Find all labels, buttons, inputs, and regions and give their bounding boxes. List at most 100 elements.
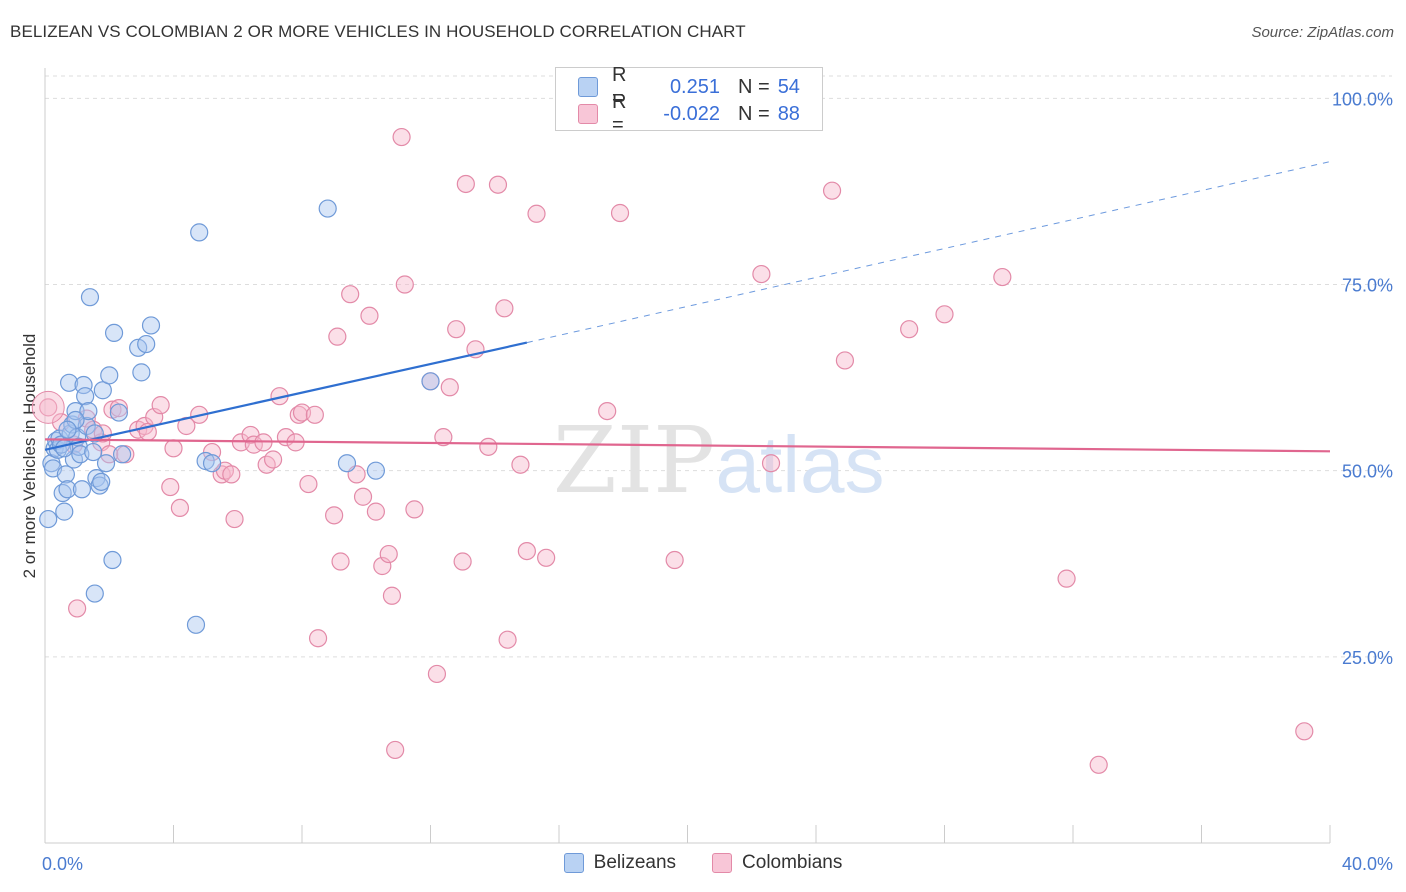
colombians-point-44: [341, 285, 360, 304]
colombians-point-65: [488, 175, 508, 194]
correlation-legend: R = 0.251 N = 54 R = -0.022 N = 88: [555, 64, 823, 136]
x-tick-label-max: 40.0%: [1342, 854, 1393, 874]
belizeans-point-36: [109, 403, 128, 422]
belizeans-point-53: [58, 420, 77, 439]
colombians-point-41: [325, 506, 344, 525]
y-tick-label-0: 25.0%: [1342, 648, 1393, 668]
legend-swatch-blue: [578, 77, 598, 97]
colombians-point-18: [164, 439, 183, 458]
belizeans-point-44: [190, 223, 209, 242]
belizeans-point-40: [132, 363, 151, 382]
belizeans-point-22: [76, 387, 95, 406]
belizeans-point-47: [318, 199, 337, 218]
tick-labels: 25.0% 50.0% 75.0% 100.0% 0.0% 40.0%: [42, 89, 1393, 874]
belizeans-point-50: [421, 372, 440, 391]
belizeans-point-34: [103, 550, 122, 570]
colombians-point-66: [495, 299, 514, 318]
belizeans-point-11: [58, 480, 77, 499]
colombians-point-10: [109, 399, 128, 418]
colombians-points: [31, 127, 1314, 774]
series-name-belizeans: Belizeans: [593, 852, 677, 873]
belizeans-point-37: [112, 445, 132, 464]
belizeans-point-33: [100, 366, 119, 385]
colombians-point-52: [386, 740, 405, 760]
colombians-point-71: [537, 548, 556, 567]
colombians-cluster-point: [31, 390, 65, 424]
belizeans-point-48: [337, 454, 357, 473]
colombians-point-80: [935, 305, 954, 324]
colombians-point-32: [263, 450, 283, 469]
series-swatch-blue: [563, 853, 584, 873]
belizeans-point-42: [141, 316, 161, 335]
colombians-point-53: [392, 127, 411, 147]
series-name-colombians: Colombians: [742, 852, 843, 873]
colombians-point-42: [328, 327, 347, 346]
belizeans-point-51: [55, 439, 74, 458]
colombians-point-81: [993, 267, 1012, 287]
colombians-point-47: [360, 306, 379, 325]
colombians-point-16: [151, 396, 170, 415]
colombians-point-48: [366, 502, 385, 521]
belizeans-point-26: [84, 442, 103, 462]
colombians-point-57: [427, 664, 447, 684]
colombians-point-43: [331, 552, 350, 571]
belizeans-trend-line: [44, 341, 528, 451]
colombians-point-55: [405, 500, 424, 519]
colombians-point-46: [353, 487, 373, 506]
trend-lines: [44, 161, 1331, 453]
legend-n-value: 54: [777, 75, 800, 98]
series-legend: Belizeans Colombians: [0, 852, 1406, 874]
belizeans-point-20: [72, 480, 92, 499]
colombians-point-38: [299, 474, 318, 494]
legend-row-belizeans: R = 0.251 N = 54: [578, 64, 800, 109]
y-tick-label-1: 50.0%: [1342, 462, 1393, 482]
colombians-point-54: [395, 275, 414, 294]
series-swatch-pink: [712, 853, 733, 873]
colombians-point-83: [1089, 755, 1108, 774]
colombians-point-26: [225, 509, 244, 529]
colombians-point-61: [453, 552, 472, 571]
belizeans-points: [39, 199, 440, 634]
colombians-point-25: [222, 465, 241, 484]
watermark-atlas: atlas: [716, 420, 885, 509]
colombians-point-79: [900, 320, 919, 339]
belizeans-point-32: [96, 454, 116, 473]
colombians-point-77: [822, 181, 842, 200]
legend-r-label: R =: [612, 91, 627, 136]
series-legend-colombians[interactable]: Colombians: [712, 852, 842, 874]
colombians-point-78: [835, 351, 855, 370]
colombians-point-76: [761, 454, 781, 473]
colombians-point-19: [170, 498, 190, 518]
watermark-zip: ZIP: [553, 407, 715, 514]
legend-swatch-pink: [578, 104, 598, 124]
colombians-point-58: [434, 428, 453, 447]
colombians-point-68: [511, 455, 530, 474]
legend-row-colombians: R = -0.022 N = 88: [578, 91, 800, 136]
colombians-point-39: [305, 405, 324, 424]
legend-r-label: R =: [612, 64, 627, 109]
legend-n-label: N =: [738, 75, 770, 98]
legend-r-value: -0.022: [663, 102, 720, 125]
y-tick-label-3: 100.0%: [1332, 89, 1393, 109]
colombians-point-3: [68, 599, 87, 618]
belizeans-point-49: [366, 461, 385, 480]
legend-n-value: 88: [777, 102, 800, 125]
belizeans-point-41: [137, 334, 156, 354]
belizeans-point-30: [92, 472, 111, 491]
chart-source: Source: ZipAtlas.com: [1251, 24, 1394, 41]
colombians-point-62: [456, 174, 475, 194]
colombians-point-69: [517, 541, 536, 561]
colombians-point-36: [289, 405, 308, 424]
belizeans-trend-extension: [526, 161, 1331, 344]
y-tick-label-2: 75.0%: [1342, 276, 1393, 296]
belizeans-point-24: [79, 401, 98, 421]
belizeans-point-35: [104, 323, 124, 343]
colombians-point-73: [610, 203, 630, 223]
colombians-point-64: [479, 437, 498, 456]
belizeans-point-10: [56, 465, 75, 484]
colombians-point-17: [161, 477, 180, 497]
series-legend-belizeans[interactable]: Belizeans: [563, 852, 677, 874]
colombians-point-72: [598, 401, 617, 421]
legend-n-label: N =: [738, 102, 770, 125]
